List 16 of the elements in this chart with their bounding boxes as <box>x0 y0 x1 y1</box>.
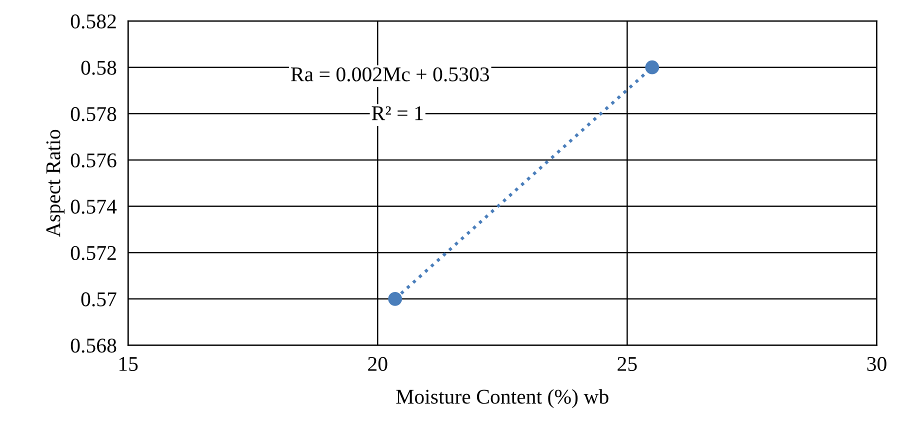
y-tick-label: 0.582 <box>70 14 116 29</box>
x-tick-label: 15 <box>120 357 138 371</box>
annotation: Ra = 0.002Mc + 0.5303 <box>291 67 490 82</box>
y-tick-label: 0.576 <box>70 153 116 168</box>
y-tick-label: 0.58 <box>81 60 116 75</box>
x-axis-title: Moisture Content (%) wb <box>396 389 608 408</box>
y-tick-label: 0.57 <box>81 292 116 306</box>
x-tick-label: 30 <box>867 356 886 371</box>
y-tick-label: 0.572 <box>70 246 116 260</box>
x-tick-label: 20 <box>368 356 388 371</box>
y-tick-label: 0.574 <box>70 200 117 214</box>
y-axis-title: Aspect Ratio <box>46 130 65 238</box>
y-tick-label: 0.568 <box>70 338 116 353</box>
annotation: R² = 1 <box>372 106 423 120</box>
x-tick-label: 25 <box>618 356 637 371</box>
y-tick-label: 0.578 <box>70 107 116 122</box>
